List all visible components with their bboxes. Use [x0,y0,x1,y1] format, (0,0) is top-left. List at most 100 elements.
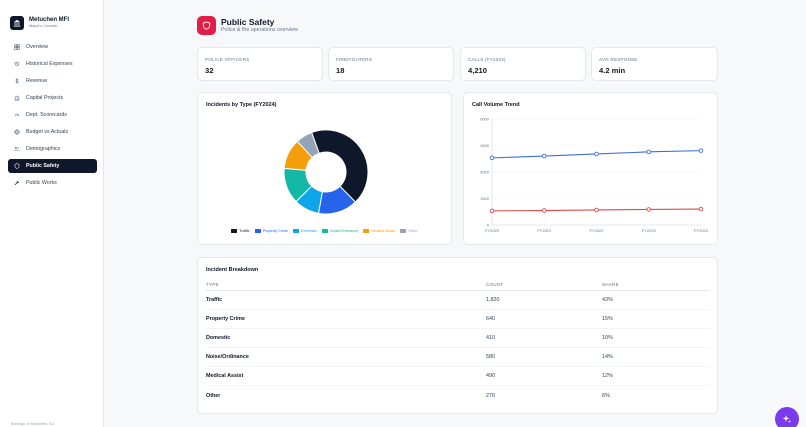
legend-label: Domestic [301,229,317,233]
data-point[interactable] [698,148,704,153]
sidebar-item-revenue[interactable]: Revenue [8,74,97,88]
legend-item[interactable]: Property Crime [254,229,289,233]
brand-subtitle: Mayor's Console [29,24,58,28]
data-point[interactable] [646,149,651,155]
cell-count: 410 [486,328,602,349]
sidebar-item-label: Capital Projects [26,95,64,101]
brand-title: Metuchen MFI [29,17,69,23]
cell-count: 580 [486,347,602,368]
column-header-count: COUNT [486,280,602,291]
sidebar-item-public-works[interactable]: Public Works [8,176,97,190]
table-row: Medical Assist 490 12% [206,366,710,387]
cell-share: 15% [602,309,710,329]
stat-label: AVG RESPONSE [599,57,638,62]
sidebar-item-label: Historical Expenses [26,61,73,67]
chart-legend: Traffic Property Crime Domestic Noise/Ordin… [198,229,451,233]
cell-count: 270 [486,392,495,399]
donut-slice-other[interactable] [296,131,320,159]
brand: Metuchen MFI Mayor's Console [0,0,103,36]
legend-label: Medical Assist [371,229,396,233]
users-icon [13,146,20,153]
x-tick-label: FY2024 [694,228,709,233]
assistant-fab-button[interactable] [775,407,799,427]
stat-label: FIREFIGHTERS [336,57,373,62]
legend-label: Traffic [239,229,250,233]
sidebar-item-dept-scorecards[interactable]: Dept. Scorecards [8,108,97,122]
legend-item[interactable]: Domestic [293,229,317,233]
legend-swatch [400,229,407,233]
card-title: Call Volume Trend [472,102,520,108]
incidents-by-type-card: Incidents by Type (FY2024) Traffic Proper… [197,92,452,245]
stat-label: CALLS (FY2024) [468,57,506,62]
data-point[interactable] [698,206,704,212]
cell-share: 6% [602,392,610,399]
line-chart: 0 1500 3000 4500 6000 FY2020 FY2021 FY2022 FY202… [480,117,709,234]
card-title: Incidents by Type (FY2024) [206,102,277,108]
stat-label: POLICE OFFICERS [205,57,250,62]
table-header-row: TYPE COUNT SHARE [206,280,710,291]
cell-count: 1,820 [486,290,602,310]
cell-count: 640 [486,309,602,329]
sidebar-item-demographics[interactable]: Demographics [8,142,97,156]
legend-item[interactable]: Other [400,229,418,233]
sidebar-item-public-safety[interactable]: Public Safety [8,159,97,173]
legend-item[interactable]: Traffic [231,229,250,233]
cell-share: 43% [602,290,710,310]
city-hall-icon [10,16,24,30]
sidebar-item-historical-expenses[interactable]: Historical Expenses [8,57,97,71]
cell-share: 14% [602,347,710,368]
data-point[interactable] [541,208,547,213]
building-icon [13,95,20,102]
stat-value: 32 [205,66,214,75]
page-header: Public Safety Police & fire operations o… [197,16,298,35]
sidebar-item-overview[interactable]: Overview [8,40,97,54]
legend-item[interactable]: Noise/Ordinance [321,229,359,233]
sidebar: Metuchen MFI Mayor's Console Overview His… [0,0,104,427]
cell-share: 10% [602,328,710,349]
column-header-share: SHARE [602,280,710,291]
x-tick-label: FY2021 [537,228,552,233]
legend-swatch [231,229,238,233]
gauge-icon [13,112,20,119]
legend-swatch [293,229,300,233]
data-point[interactable] [489,208,495,214]
call-volume-trend-card: Call Volume Trend 0 1500 3000 4500 6000 FY202… [463,92,718,245]
stat-card-police-officers: POLICE OFFICERS 32 [197,47,323,81]
sidebar-item-label: Dept. Scorecards [26,112,67,118]
table-row: Property Crime 640 15% [206,309,710,329]
sidebar-item-label: Public Works [26,180,57,186]
chart-axes [491,119,701,226]
cell-type: Other [206,392,221,399]
table-row: Noise/Ordinance 580 14% [206,347,710,368]
dollar-icon [13,78,20,85]
history-icon [13,61,20,68]
data-point[interactable] [489,155,495,161]
legend-swatch [363,229,370,233]
table-row: Other 270 6% [206,386,710,405]
page-title: Public Safety [221,17,275,27]
donut-slice-traffic[interactable] [310,129,369,203]
data-point[interactable] [541,153,547,159]
stat-value: 4.2 min [599,66,626,75]
sidebar-item-label: Public Safety [26,163,60,169]
stat-value: 4,210 [468,66,488,75]
sidebar-item-budget-vs-actuals[interactable]: Budget vs Actuals [8,125,97,139]
shield-icon [197,16,216,35]
cell-share: 12% [602,366,710,387]
cell-type: Traffic [206,290,486,310]
data-point[interactable] [594,151,599,157]
legend-label: Property Crime [262,229,289,233]
sidebar-item-capital-projects[interactable]: Capital Projects [8,91,97,105]
sidebar-item-label: Budget vs Actuals [26,129,69,135]
table-row: Traffic 1,820 43% [206,290,710,310]
y-tick-label: 6000 [480,117,490,122]
legend-label: Other [408,229,418,233]
legend-label: Noise/Ordinance [329,229,359,233]
legend-item[interactable]: Medical Assist [363,229,395,233]
donut-chart [283,129,369,215]
y-tick-label: 3000 [480,170,490,175]
stat-card-calls: CALLS (FY2024) 4,210 [460,47,586,81]
data-point[interactable] [594,207,599,213]
data-point[interactable] [646,207,651,212]
cell-count: 490 [486,366,602,387]
